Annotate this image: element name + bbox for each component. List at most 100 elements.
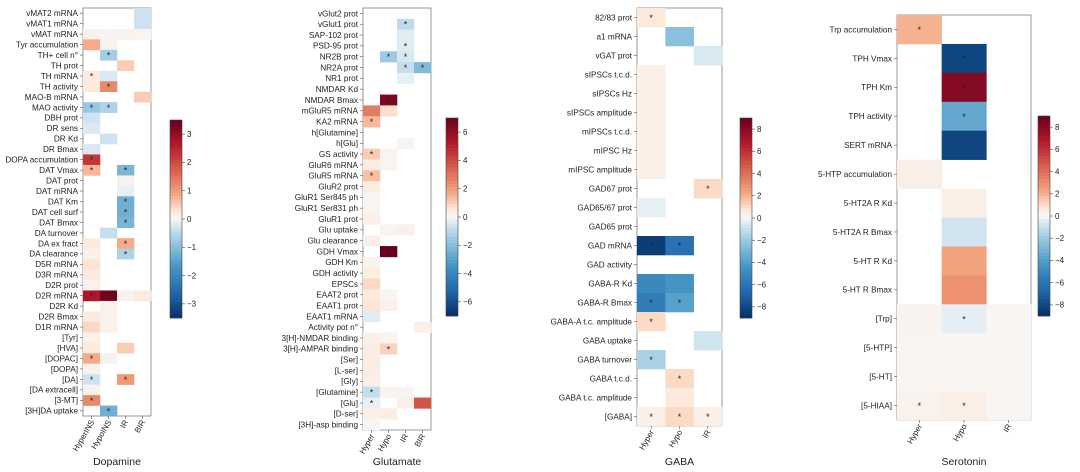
column-label: IR <box>701 428 713 440</box>
column-label: BIR <box>413 432 428 448</box>
significance-star: * <box>124 197 128 207</box>
colorbar-step <box>446 299 458 304</box>
column-label: BIR <box>133 418 148 434</box>
heatmap-cell <box>637 65 666 85</box>
column-label: Hypo <box>376 432 393 453</box>
colorbar-step <box>1038 286 1050 290</box>
colorbar-step <box>740 238 752 242</box>
significance-star: * <box>962 112 966 122</box>
column-label: IR <box>118 418 130 430</box>
colorbar-step <box>1038 179 1050 184</box>
colorbar-step <box>740 244 752 249</box>
significance-star: * <box>124 166 128 176</box>
colorbar-step <box>170 133 182 137</box>
colorbar-step <box>446 151 458 155</box>
heatmap-cell <box>397 29 415 41</box>
column-label: Hypo <box>952 422 969 443</box>
colorbar-step <box>446 223 458 228</box>
panel-title: Glutamate <box>373 456 422 468</box>
colorbar-step <box>1038 182 1050 187</box>
colorbar-tick-label: 2 <box>1055 190 1060 199</box>
row-label: vGAT prot <box>595 51 632 60</box>
heatmap-cell <box>637 8 666 28</box>
significance-star: * <box>649 317 653 327</box>
row-label: GAD65/67 prot <box>577 203 632 212</box>
row-label: vMAT mRNA <box>31 30 79 39</box>
colorbar-step <box>1038 309 1050 314</box>
colorbar-step <box>170 182 182 187</box>
significance-star: * <box>649 355 653 365</box>
heatmap-cell <box>363 397 381 409</box>
column-label: IR <box>398 432 410 444</box>
row-label: DA clearance <box>29 250 78 259</box>
heatmap-cell <box>83 311 101 323</box>
row-label: [DA extracell] <box>30 386 78 395</box>
colorbar-step <box>740 188 752 192</box>
heatmap-cell <box>100 300 118 312</box>
colorbar-step <box>740 191 752 196</box>
heatmap-cell <box>117 28 135 40</box>
colorbar-step <box>1038 279 1050 284</box>
colorbar-step <box>1038 272 1050 277</box>
colorbar-step <box>740 161 752 166</box>
colorbar-tick-label: −2 <box>757 236 767 245</box>
colorbar-step <box>170 261 182 266</box>
row-label: GAD65 prot <box>589 222 633 231</box>
heatmap-cell <box>134 91 152 103</box>
colorbar-step <box>740 261 752 266</box>
colorbar-step <box>446 296 458 300</box>
colorbar-step <box>740 208 752 212</box>
significance-star: * <box>706 184 710 194</box>
significance-star: * <box>124 375 128 385</box>
colorbar-step <box>740 124 752 129</box>
row-label: DBH prot <box>44 114 78 123</box>
heatmap-cell <box>941 188 987 218</box>
heatmap-cell <box>83 164 101 176</box>
colorbar-step <box>446 266 458 271</box>
heatmap-cell <box>83 269 101 281</box>
row-label: GAD67 prot <box>589 184 633 193</box>
colorbar-step <box>1038 162 1050 167</box>
row-label: GDH activity <box>313 269 359 278</box>
heatmap-cell <box>380 343 398 355</box>
colorbar-step <box>170 209 182 213</box>
heatmap-cell <box>363 267 381 279</box>
significance-star: * <box>962 83 966 93</box>
row-label: [DOPAC] <box>45 354 78 363</box>
colorbar-step <box>446 197 458 201</box>
row-label: GABA t.c. amplitude <box>559 393 633 402</box>
row-label: 3[H]-AMPAR binding <box>283 345 358 354</box>
heatmap-cell <box>397 72 415 85</box>
row-label: D5R mRNA <box>35 260 78 269</box>
row-label: DAT cell surf <box>32 208 79 217</box>
colorbar-step <box>1038 192 1050 197</box>
significance-star: * <box>370 150 374 160</box>
colorbar-tick-label: 8 <box>1055 123 1060 132</box>
colorbar-step <box>740 158 752 162</box>
heatmap-cell <box>83 112 101 124</box>
row-label: NR1 prot <box>325 74 358 83</box>
row-label: EAAT1 mRNA <box>306 312 358 321</box>
colorbar-step <box>446 124 458 129</box>
heatmap-cell <box>665 236 694 256</box>
colorbar-step <box>740 178 752 182</box>
heatmap-cell <box>397 51 415 63</box>
row-label: sIPSCs t.c.d. <box>585 70 632 79</box>
heatmap-cell <box>363 159 381 171</box>
row-label: h[Glutamine] <box>312 128 358 137</box>
heatmap-cell <box>117 374 135 385</box>
row-label: TPH Km <box>861 83 892 92</box>
heatmap-cell <box>134 18 152 30</box>
colorbar-step <box>740 281 752 286</box>
row-label: [5-HT] <box>869 372 892 381</box>
colorbar-step <box>170 314 182 319</box>
colorbar-step <box>740 271 752 276</box>
colorbar-step <box>446 144 458 149</box>
row-label: Glu uptake <box>318 226 358 235</box>
colorbar-step <box>740 284 752 289</box>
colorbar-step <box>446 226 458 231</box>
heatmap-cell <box>363 419 381 431</box>
heatmap-cell <box>363 235 381 247</box>
colorbar-step <box>170 248 182 253</box>
colorbar-step <box>740 211 752 216</box>
